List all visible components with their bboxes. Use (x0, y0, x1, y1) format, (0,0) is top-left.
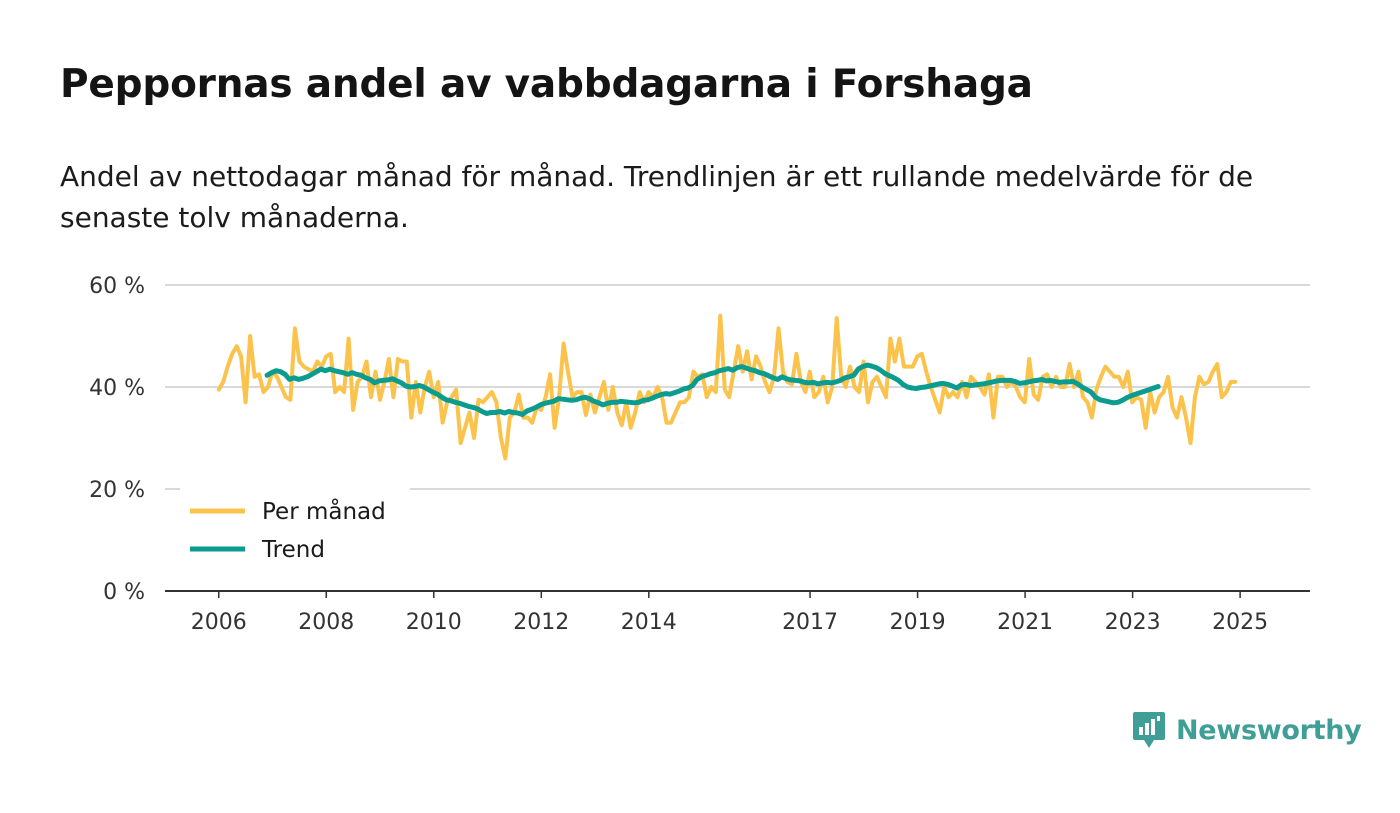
brand-name: Newsworthy (1176, 714, 1362, 746)
newsworthy-logo-icon (1133, 712, 1165, 748)
chart-subtitle: Andel av nettodagar månad för månad. Tre… (60, 160, 1254, 234)
x-tick-label: 2010 (406, 610, 462, 635)
newsworthy-brand: Newsworthy (1132, 710, 1362, 750)
y-tick-label: 20 % (89, 478, 145, 503)
legend-label-monthly: Per månad (262, 497, 386, 525)
x-tick-label: 2023 (1105, 610, 1161, 635)
legend-label-trend: Trend (261, 537, 325, 563)
x-tick-label: 2012 (513, 610, 569, 635)
x-axis-ticks: 2006 2008 2010 2012 2014 2017 2019 2021 2023 2025 (191, 591, 1268, 635)
x-tick-label: 2006 (191, 610, 247, 635)
x-tick-label: 2019 (890, 610, 946, 635)
series-line-trend (264, 362, 1161, 417)
x-tick-label: 2017 (782, 610, 838, 635)
chart-title: Peppornas andel av vabbdagarna i Forshag… (60, 62, 1033, 107)
y-tick-label: 0 % (103, 580, 145, 605)
y-tick-label: 40 % (89, 376, 145, 401)
x-tick-label: 2014 (621, 610, 677, 635)
y-tick-label: 60 % (89, 274, 145, 299)
x-tick-label: 2025 (1212, 610, 1268, 635)
legend: Per månad Trend (180, 488, 410, 570)
data-series (216, 313, 1238, 461)
legend-background (180, 488, 410, 570)
x-tick-label: 2008 (298, 610, 354, 635)
y-axis-ticks: 0 % 20 % 40 % 60 % (89, 274, 145, 605)
x-tick-label: 2021 (997, 610, 1053, 635)
